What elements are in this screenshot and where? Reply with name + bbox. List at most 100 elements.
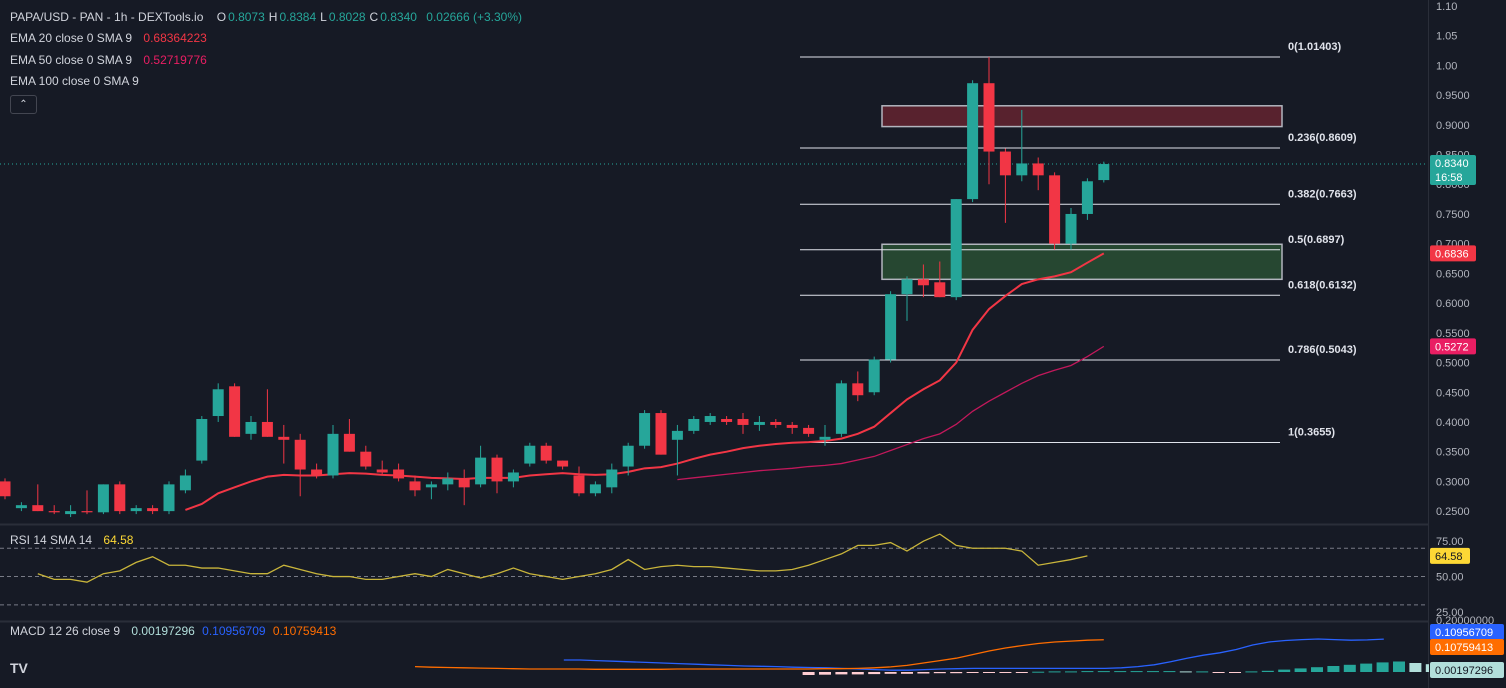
macd-histogram-bar — [1327, 666, 1340, 672]
candle-body — [179, 475, 191, 491]
macd-histogram-bar — [933, 672, 946, 674]
last-price-tag — [1430, 155, 1476, 186]
macd-tag-value: 0.10956709 — [1435, 627, 1493, 639]
candle-bullish — [671, 424, 683, 476]
ema50-value: 0.52719776 — [143, 53, 207, 67]
macd-histogram-bar — [819, 672, 831, 675]
candle-bullish — [1081, 178, 1093, 220]
candle-bullish — [589, 481, 601, 497]
candle-body — [212, 389, 224, 417]
candle-bearish — [983, 57, 995, 185]
candle-body — [442, 478, 454, 485]
rsi-value-tag — [1430, 547, 1470, 564]
candle-body — [409, 481, 421, 491]
candlestick-series — [0, 57, 1110, 518]
price-tick-label: 0.5000 — [1436, 358, 1470, 370]
candle-body — [458, 478, 470, 488]
macd-legend[interactable]: MACD 12 26 close 9 0.00197296 0.10956709… — [10, 624, 338, 638]
candle-body — [1081, 181, 1093, 214]
candle-body — [48, 511, 60, 513]
candle-body — [425, 484, 437, 488]
price-axis[interactable]: 1.101.051.000.95000.90000.85000.80000.75… — [1429, 0, 1506, 688]
candle-body — [917, 279, 929, 286]
candle-body — [65, 511, 77, 515]
ema50-legend[interactable]: EMA 50 close 0 SMA 9 0.52719776 — [10, 53, 209, 67]
macd-histogram-bar — [1015, 672, 1028, 673]
candle-bullish — [901, 276, 913, 321]
macd-histogram-bar — [1212, 672, 1225, 673]
candle-bullish — [950, 199, 962, 301]
candle-body — [655, 413, 667, 455]
candle-bearish — [376, 460, 388, 476]
candle-bearish — [786, 421, 798, 434]
candle-body — [229, 386, 241, 437]
price-tick-label: 0.5500 — [1436, 328, 1470, 340]
macd-tag-value: 0.00197296 — [1435, 665, 1493, 677]
candle-bullish — [97, 484, 109, 515]
candle-body — [376, 469, 388, 473]
candle-body — [983, 83, 995, 152]
candle-body — [589, 484, 601, 494]
candle-bearish — [655, 410, 667, 455]
price-tick-label: 0.4500 — [1436, 387, 1470, 399]
macd-histogram-bar — [1360, 663, 1373, 672]
candle-bearish — [934, 261, 946, 298]
candle-bullish — [507, 469, 519, 488]
rsi-legend[interactable]: RSI 14 SMA 14 64.58 — [10, 533, 135, 547]
ema20-label: EMA 20 close 0 SMA 9 — [10, 31, 133, 45]
candle-bearish — [393, 463, 405, 482]
candle-body — [343, 433, 355, 452]
tradingview-logo[interactable]: TV — [10, 660, 28, 676]
rsi-panel[interactable] — [0, 533, 1428, 606]
macd-histogram-bar — [835, 672, 848, 675]
candle-body — [32, 505, 44, 512]
candle-bearish — [1032, 157, 1044, 191]
candle-bullish — [1065, 208, 1077, 250]
candle-body — [639, 413, 651, 446]
macd-histogram-bar — [1032, 671, 1045, 673]
price-change: 0.02666 (+3.30%) — [426, 10, 523, 24]
candle-bullish — [15, 502, 27, 512]
candle-bullish — [967, 80, 979, 203]
macd-histogram-bar — [1229, 672, 1241, 673]
rsi-label: RSI 14 SMA 14 — [10, 533, 93, 547]
macd-histogram-bar — [901, 672, 913, 674]
candle-bearish — [311, 463, 323, 479]
macd-label: MACD 12 26 close 9 — [10, 624, 121, 638]
candle-bullish — [885, 291, 897, 363]
macd-histogram-bar — [1261, 670, 1274, 672]
candle-body — [393, 469, 405, 479]
candle-bearish — [114, 481, 126, 515]
collapse-legend-button[interactable]: ⌃ — [10, 95, 37, 114]
fibonacci-retracement[interactable]: 0(1.01403) 0.236(0.8609) 0.382(0.7663) 0.5(… — [800, 41, 1357, 443]
candle-body — [475, 457, 487, 485]
fib-level-label: 0.236(0.8609) — [1288, 132, 1357, 144]
candle-body — [704, 416, 716, 422]
price-tick-label: 0.9500 — [1436, 90, 1470, 102]
candle-body — [196, 418, 208, 461]
candle-body — [163, 484, 175, 512]
price-tick-label: 0.3500 — [1436, 447, 1470, 459]
rsi-tick-label: 75.00 — [1436, 536, 1464, 548]
ema20-legend[interactable]: EMA 20 close 0 SMA 9 0.68364223 — [10, 31, 209, 45]
fib-level-label: 1(0.3655) — [1288, 426, 1335, 438]
candle-body — [852, 383, 864, 396]
candle-bullish — [425, 481, 437, 500]
candle-bearish — [343, 418, 355, 452]
ema50-line — [677, 345, 1105, 481]
resistance-zone — [881, 105, 1283, 128]
candle-bullish — [639, 410, 651, 449]
ema100-legend[interactable]: EMA 100 close 0 SMA 9 — [10, 74, 141, 88]
macd-histogram-bar — [1294, 668, 1307, 672]
candle-bearish — [721, 416, 733, 425]
last-price-value: 0.8340 — [1435, 158, 1469, 170]
candle-bearish — [917, 264, 929, 298]
price-tick-label: 0.3000 — [1436, 476, 1470, 488]
rsi-tick-label: 25.00 — [1436, 607, 1464, 619]
candle-bullish — [327, 424, 339, 479]
macd-histogram-bar — [950, 672, 963, 674]
candle-body — [311, 469, 323, 476]
candle-bearish — [81, 490, 93, 515]
candle-bullish — [704, 413, 716, 425]
